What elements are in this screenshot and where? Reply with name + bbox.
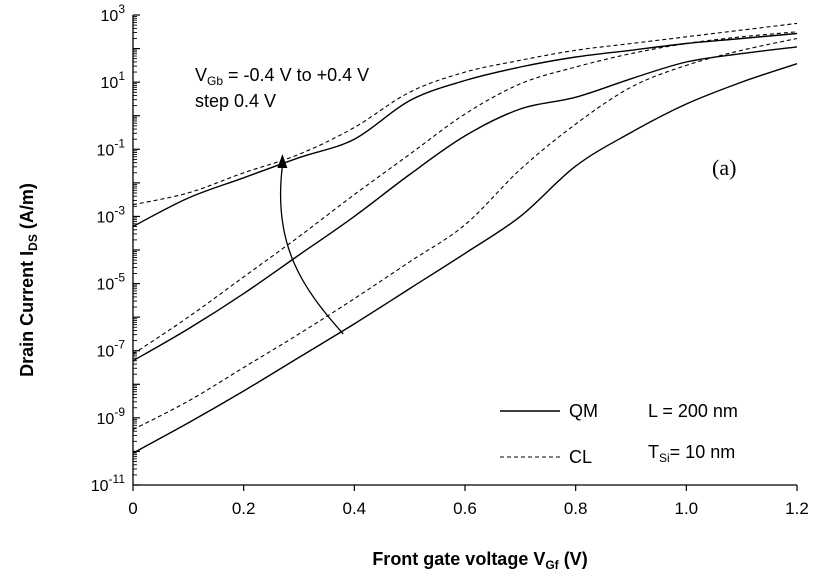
vgb-annotation-line2: step 0.4 V: [195, 91, 276, 111]
panel-label: (a): [712, 155, 736, 180]
x-tick-label: 0: [128, 499, 137, 518]
y-ticks: 103 101 10-1 10-3 10-5 10-7 10-9 10-11: [91, 2, 140, 495]
y-axis-title-tail: (A/m): [17, 183, 37, 234]
legend: QM CL L = 200 nm TSi= 10 nm: [500, 401, 738, 467]
vgb-annotation-range: = -0.4 V to +0.4 V: [223, 65, 369, 85]
y-axis-title-sub: DS: [26, 234, 40, 251]
vgb-annotation-line1: VGb = -0.4 V to +0.4 V: [195, 65, 369, 88]
x-tick-label: 0.4: [343, 499, 367, 518]
vgb-annotation-v: V: [195, 65, 207, 85]
series-layer: [132, 22, 798, 454]
x-axis-title-sub: Gf: [545, 558, 559, 572]
vgb-annotation-sub: Gb: [207, 74, 223, 88]
param-length: L = 200 nm: [648, 401, 738, 421]
y-tick-label: 10-7: [97, 338, 126, 361]
x-tick-label: 0.8: [564, 499, 588, 518]
x-tick-label: 0.6: [453, 499, 477, 518]
annotation-arrowhead: [277, 154, 288, 168]
y-tick-label: 10-1: [97, 136, 126, 159]
y-axis-title-main: Drain Current I: [17, 251, 37, 377]
legend-label-qm: QM: [569, 401, 598, 421]
param-tsi: TSi= 10 nm: [648, 442, 735, 465]
series-line-cl-5: [132, 22, 798, 206]
y-tick-label: 10-5: [97, 271, 126, 294]
series-line-qm-4: [132, 32, 798, 228]
param-tsi-value: = 10 nm: [670, 442, 736, 462]
y-axis-title: Drain Current IDS (A/m): [17, 183, 40, 377]
x-axis-title-tail: (V): [559, 549, 588, 569]
y-tick-label: 10-9: [97, 405, 126, 428]
y-tick-label: 10-3: [97, 203, 126, 226]
series-line-qm-2: [132, 46, 798, 362]
y-tick-label: 101: [101, 69, 126, 92]
param-tsi-t: T: [648, 442, 659, 462]
series-line-cl-1: [132, 37, 798, 431]
series-line-cl-3: [132, 31, 798, 355]
series-line-qm-0: [132, 63, 798, 454]
x-axis-title: Front gate voltage VGf (V): [372, 549, 587, 572]
annotation-arrow: [279, 165, 344, 335]
y-tick-label: 10-11: [91, 472, 126, 495]
x-tick-label: 0.2: [232, 499, 256, 518]
x-tick-label: 1.0: [675, 499, 699, 518]
x-axis-title-main: Front gate voltage V: [372, 549, 545, 569]
legend-label-cl: CL: [569, 447, 592, 467]
x-tick-label: 1.2: [785, 499, 809, 518]
param-tsi-sub: Si: [659, 451, 670, 465]
y-tick-label: 103: [101, 2, 126, 25]
x-ticks: 0 0.2 0.4 0.6 0.8 1.0 1.2: [128, 485, 809, 518]
